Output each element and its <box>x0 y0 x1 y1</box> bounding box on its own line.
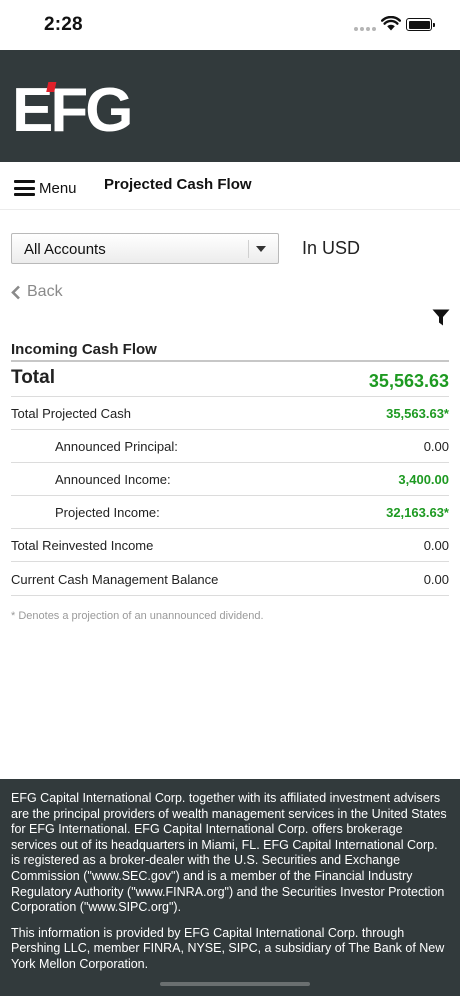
back-label: Back <box>27 283 63 300</box>
chevron-down-icon <box>248 240 270 258</box>
row-value: 3,400.00 <box>398 472 449 487</box>
disclaimer-paragraph: EFG Capital International Corp. together… <box>11 791 447 915</box>
table-row: Current Cash Management Balance 0.00 <box>11 563 449 596</box>
row-label: Current Cash Management Balance <box>11 572 219 587</box>
row-label: Projected Income: <box>55 505 160 520</box>
back-link[interactable]: Back <box>11 283 63 301</box>
account-select[interactable]: All Accounts <box>11 233 279 264</box>
section-title: Incoming Cash Flow <box>11 341 157 358</box>
section-divider <box>11 360 449 362</box>
account-select-value: All Accounts <box>24 241 106 258</box>
home-indicator[interactable] <box>160 982 310 986</box>
table-row: Announced Income: 3,400.00 <box>11 463 449 496</box>
row-value: 0.00 <box>423 439 449 454</box>
logo-accent <box>46 82 57 92</box>
footnote: * Denotes a projection of an unannounced… <box>11 610 264 622</box>
hamburger-icon <box>14 180 35 196</box>
total-row: Total 35,563.63 <box>11 362 449 397</box>
battery-icon <box>406 18 435 31</box>
brand-banner: EFG <box>0 50 460 162</box>
status-time: 2:28 <box>44 14 83 35</box>
currency-label: In USD <box>302 238 361 258</box>
signal-dots-icon <box>354 27 376 31</box>
row-label: Total Projected Cash <box>11 406 131 421</box>
wifi-icon <box>381 15 401 36</box>
table-row: Announced Principal: 0.00 <box>11 430 449 463</box>
total-value: 35,563.63 <box>368 371 449 391</box>
row-value: 0.00 <box>423 538 449 553</box>
row-label: Total Reinvested Income <box>11 538 154 553</box>
disclaimer-paragraph: This information is provided by EFG Capi… <box>11 925 445 971</box>
menu-label: Menu <box>39 179 77 197</box>
chevron-left-icon <box>11 285 20 299</box>
table-row: Total Projected Cash 35,563.63* <box>11 397 449 430</box>
row-value: 32,163.63* <box>386 505 449 520</box>
table-row: Projected Income: 32,163.63* <box>11 496 449 529</box>
top-navigation: Menu Projected Cash Flow <box>0 162 460 210</box>
page-title: Projected Cash Flow <box>104 176 252 193</box>
disclaimer-footer: EFG Capital International Corp. together… <box>0 779 460 996</box>
row-value: 0.00 <box>423 572 449 587</box>
filter-icon[interactable] <box>432 309 450 331</box>
status-bar: 2:28 <box>0 0 460 50</box>
row-label: Announced Principal: <box>55 439 178 454</box>
logo-text: EFG <box>12 79 130 135</box>
table-row: Total Reinvested Income 0.00 <box>11 529 449 562</box>
total-label: Total <box>11 367 55 388</box>
row-value: 35,563.63* <box>386 406 449 421</box>
efg-logo: EFG <box>12 79 130 135</box>
menu-button[interactable]: Menu <box>14 177 77 199</box>
row-label: Announced Income: <box>55 472 171 487</box>
